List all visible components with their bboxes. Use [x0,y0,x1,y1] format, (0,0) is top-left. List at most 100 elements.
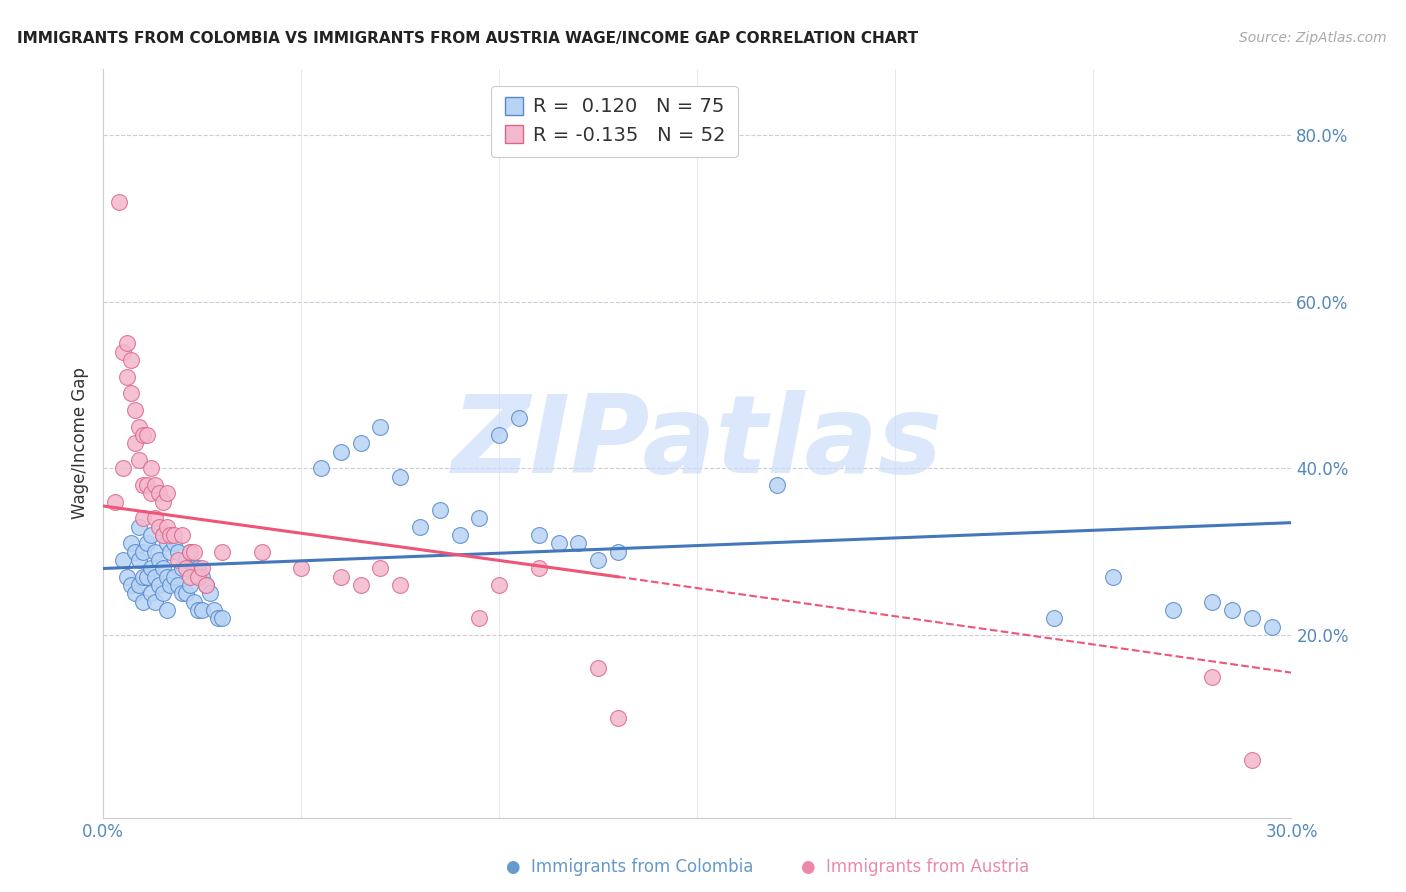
Point [152,528,174,542]
Point [195,578,218,592]
Point [179,570,201,584]
Point [349,436,371,450]
Point [120,386,142,401]
Point [187,603,209,617]
Point [179,545,201,559]
Point [163,528,186,542]
Point [163,570,186,584]
Point [135,570,157,584]
Point [135,536,157,550]
Point [132,511,155,525]
Point [409,520,432,534]
Point [152,561,174,575]
Point [159,578,181,592]
Point [1260,620,1282,634]
Point [135,478,157,492]
Point [588,661,610,675]
Point [198,586,221,600]
Point [202,603,225,617]
Point [527,561,550,575]
Point [176,561,198,575]
Y-axis label: Wage/Income Gap: Wage/Income Gap [72,368,89,519]
Point [159,528,181,542]
Point [250,545,273,559]
Point [191,561,214,575]
Point [1161,603,1184,617]
Point [167,545,190,559]
Point [370,420,392,434]
Point [1042,611,1064,625]
Point [132,428,155,442]
Point [159,545,181,559]
Point [488,428,510,442]
Point [187,561,209,575]
Point [128,578,150,592]
Text: ZIPatlas: ZIPatlas [451,391,943,497]
Point [111,344,134,359]
Point [191,603,214,617]
Point [143,511,166,525]
Point [508,411,530,425]
Point [148,578,170,592]
Point [179,545,201,559]
Point [389,578,412,592]
Point [148,553,170,567]
Point [143,478,166,492]
Point [547,536,569,550]
Point [139,586,162,600]
Point [183,561,205,575]
Point [172,586,194,600]
Point [163,536,186,550]
Point [132,545,155,559]
Text: ●  Immigrants from Austria: ● Immigrants from Austria [801,858,1029,876]
Point [195,578,218,592]
Point [124,586,146,600]
Point [527,528,550,542]
Point [155,570,177,584]
Point [155,603,177,617]
Point [370,561,392,575]
Point [1240,753,1263,767]
Point [120,536,142,550]
Point [143,570,166,584]
Point [191,570,214,584]
Point [187,570,209,584]
Point [143,545,166,559]
Point [132,570,155,584]
Point [120,353,142,368]
Point [183,545,205,559]
Text: Source: ZipAtlas.com: Source: ZipAtlas.com [1239,31,1386,45]
Point [207,611,229,625]
Point [124,403,146,417]
Point [148,520,170,534]
Point [104,495,127,509]
Point [124,545,146,559]
Point [349,578,371,592]
Text: ●  Immigrants from Colombia: ● Immigrants from Colombia [506,858,754,876]
Point [139,528,162,542]
Point [111,461,134,475]
Point [449,528,471,542]
Point [155,486,177,500]
Point [1240,611,1263,625]
Point [765,478,787,492]
Text: IMMIGRANTS FROM COLOMBIA VS IMMIGRANTS FROM AUSTRIA WAGE/INCOME GAP CORRELATION : IMMIGRANTS FROM COLOMBIA VS IMMIGRANTS F… [17,31,918,46]
Point [152,495,174,509]
Point [132,595,155,609]
Point [132,478,155,492]
Point [152,586,174,600]
Point [429,503,451,517]
Point [468,511,491,525]
Point [115,369,138,384]
Point [115,336,138,351]
Point [128,453,150,467]
Point [135,428,157,442]
Point [309,461,332,475]
Point [468,611,491,625]
Point [1220,603,1243,617]
Point [155,536,177,550]
Point [167,578,190,592]
Point [183,595,205,609]
Point [172,528,194,542]
Point [139,561,162,575]
